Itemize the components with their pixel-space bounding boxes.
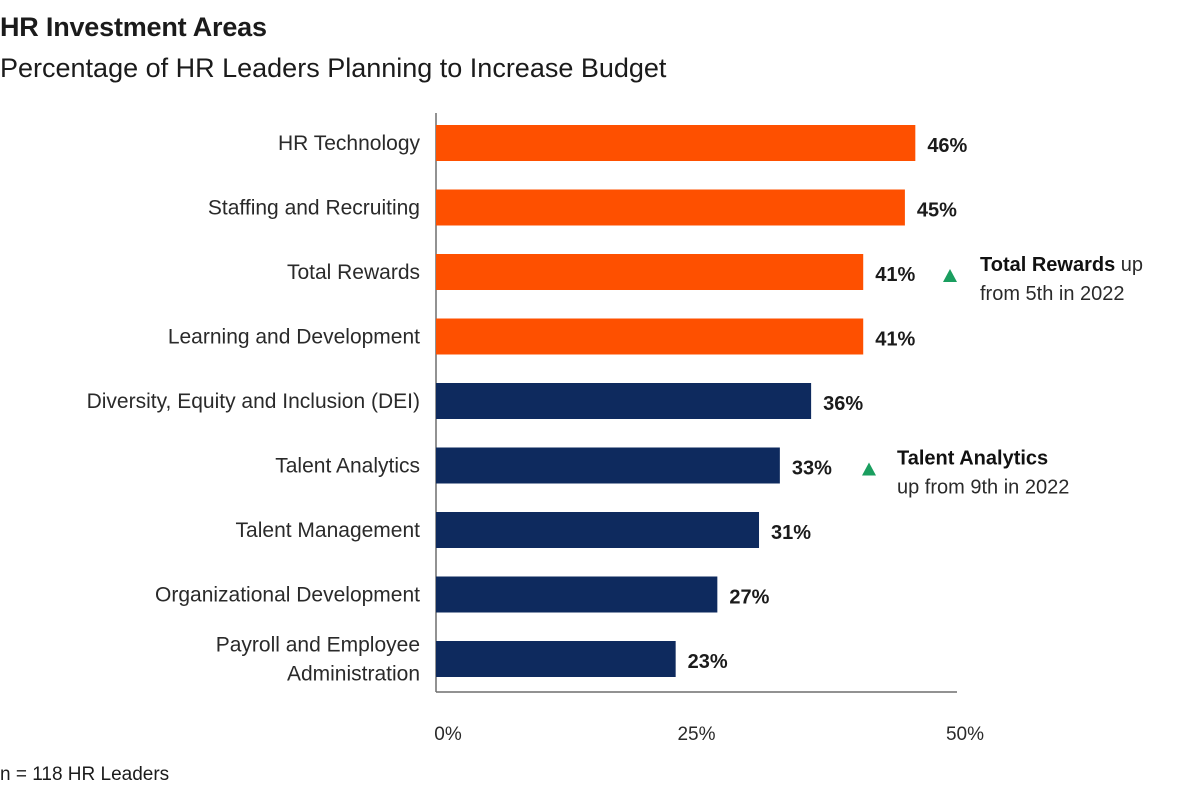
bar xyxy=(436,383,812,419)
bar xyxy=(436,576,718,613)
x-tick-label: 50% xyxy=(946,724,984,745)
annotation-text: Total Rewards up xyxy=(980,254,1143,276)
bar xyxy=(436,318,864,355)
value-label: 33% xyxy=(792,458,832,480)
value-label: 41% xyxy=(875,264,915,286)
value-label: 27% xyxy=(729,587,769,609)
category-label: Talent Analytics xyxy=(275,455,420,478)
x-tick-label: 25% xyxy=(677,724,715,745)
category-label: Talent Management xyxy=(236,519,421,542)
x-tick-label: 0% xyxy=(434,724,462,745)
bar xyxy=(436,641,676,677)
category-label: Learning and Development xyxy=(168,326,420,349)
category-label: Organizational Development xyxy=(155,584,420,607)
bar xyxy=(436,512,760,548)
category-label: Payroll and Employee Administration xyxy=(216,634,420,686)
annotation-text: Talent Analytics xyxy=(897,448,1048,470)
value-label: 23% xyxy=(688,651,728,673)
annotation-text-line2: up from 9th in 2022 xyxy=(897,477,1069,499)
category-label: HR Technology xyxy=(278,132,421,155)
value-label: 46% xyxy=(927,135,967,157)
up-arrow-icon xyxy=(943,269,957,282)
chart-title: HR Investment Areas xyxy=(0,12,267,42)
up-arrow-icon xyxy=(862,462,876,476)
chart-subtitle: Percentage of HR Leaders Planning to Inc… xyxy=(0,53,667,83)
category-label: Diversity, Equity and Inclusion (DEI) xyxy=(87,390,420,413)
bar xyxy=(436,447,780,484)
bar xyxy=(436,254,864,290)
bar xyxy=(436,125,916,161)
value-label: 41% xyxy=(875,329,915,351)
category-label: Staffing and Recruiting xyxy=(208,197,420,220)
value-label: 45% xyxy=(917,200,957,222)
category-label: Total Rewards xyxy=(287,261,420,284)
annotation-text-line2: from 5th in 2022 xyxy=(980,283,1125,305)
sample-size-note: n = 118 HR Leaders xyxy=(0,764,170,785)
value-label: 31% xyxy=(771,522,811,544)
bar xyxy=(436,189,905,226)
value-label: 36% xyxy=(823,393,863,415)
